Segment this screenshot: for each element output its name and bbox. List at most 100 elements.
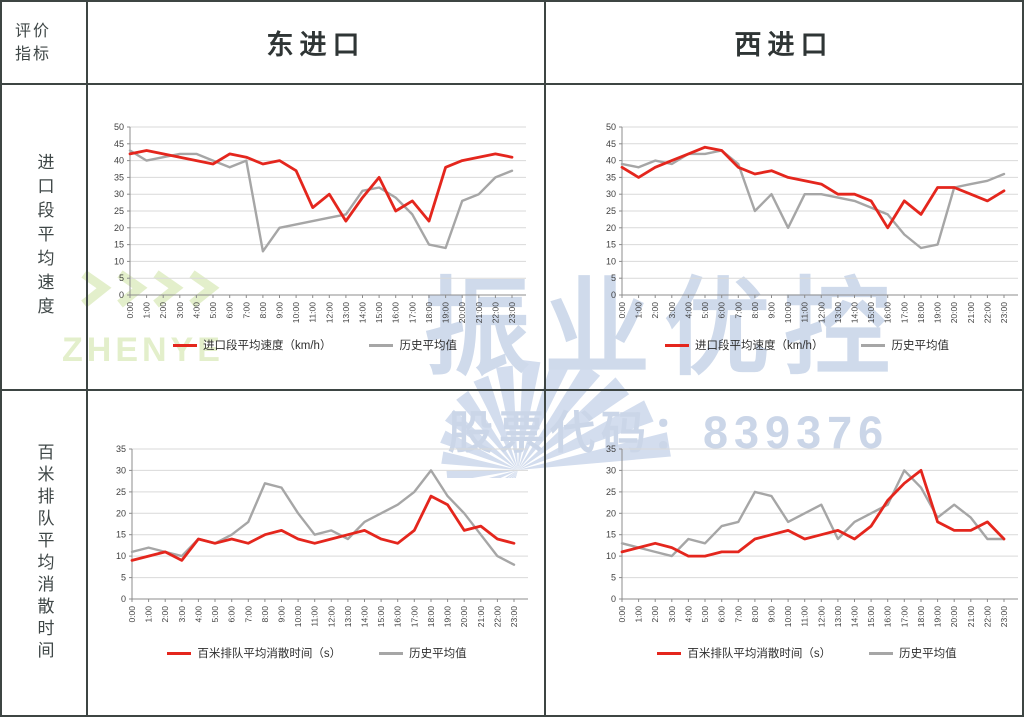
column-header-west: 西进口 (546, 2, 1022, 85)
svg-text:21:00: 21:00 (476, 606, 486, 628)
svg-text:10: 10 (606, 551, 616, 561)
svg-text:25: 25 (114, 206, 124, 216)
svg-text:5: 5 (611, 273, 616, 283)
svg-text:45: 45 (114, 139, 124, 149)
svg-text:35: 35 (116, 444, 126, 454)
svg-text:30: 30 (606, 465, 616, 475)
legend-west-speed: 进口段平均速度（km/h） 历史平均值 (592, 337, 1022, 353)
legend-swatch (657, 651, 682, 655)
svg-text:40: 40 (114, 156, 124, 166)
legend-item: 历史平均值 (869, 645, 957, 661)
svg-text:15: 15 (606, 240, 616, 250)
svg-text:25: 25 (606, 206, 616, 216)
svg-text:14:00: 14:00 (360, 606, 370, 628)
svg-text:12:00: 12:00 (816, 606, 826, 628)
svg-text:5: 5 (611, 573, 616, 583)
svg-text:11:00: 11:00 (800, 606, 810, 627)
svg-text:22:00: 22:00 (982, 302, 992, 324)
svg-text:16:00: 16:00 (883, 606, 893, 628)
svg-text:20: 20 (114, 223, 124, 233)
svg-text:13:00: 13:00 (833, 606, 843, 628)
svg-text:13:00: 13:00 (341, 302, 351, 324)
legend-east-speed: 进口段平均速度（km/h） 历史平均值 (100, 337, 530, 353)
svg-text:6:00: 6:00 (717, 302, 727, 319)
svg-text:7:00: 7:00 (733, 606, 743, 623)
legend-swatch (167, 651, 192, 655)
svg-text:16:00: 16:00 (393, 606, 403, 628)
svg-text:10:00: 10:00 (783, 606, 793, 628)
svg-text:17:00: 17:00 (409, 606, 419, 628)
svg-text:0:00: 0:00 (617, 302, 627, 319)
svg-text:1:00: 1:00 (634, 302, 644, 319)
svg-text:15: 15 (116, 530, 126, 540)
legend-swatch (861, 343, 886, 347)
series-line (128, 149, 514, 253)
svg-text:30: 30 (606, 189, 616, 199)
svg-text:4:00: 4:00 (683, 302, 693, 319)
svg-text:5: 5 (119, 273, 124, 283)
column-header-west-label: 西进口 (734, 30, 834, 60)
row-header-queue: 百米排队平均消散时间 (2, 391, 88, 715)
svg-text:40: 40 (606, 156, 616, 166)
svg-text:22:00: 22:00 (982, 606, 992, 628)
svg-text:5:00: 5:00 (700, 606, 710, 623)
legend-label: 百米排队平均消散时间（s） (687, 648, 832, 660)
svg-text:10:00: 10:00 (783, 302, 793, 324)
svg-text:22:00: 22:00 (492, 606, 502, 628)
legend-item: 百米排队平均消散时间（s） (657, 645, 831, 661)
svg-text:3:00: 3:00 (177, 606, 187, 623)
svg-text:12:00: 12:00 (324, 302, 334, 324)
svg-text:3:00: 3:00 (667, 302, 677, 319)
legend-swatch (869, 651, 894, 655)
svg-text:15:00: 15:00 (376, 606, 386, 628)
svg-text:1:00: 1:00 (142, 302, 152, 319)
column-header-east: 东进口 (88, 2, 546, 85)
legend-item: 历史平均值 (369, 337, 457, 353)
svg-text:6:00: 6:00 (717, 606, 727, 623)
svg-text:9:00: 9:00 (767, 606, 777, 623)
legend-item: 百米排队平均消散时间（s） (167, 645, 341, 661)
svg-text:0: 0 (611, 290, 616, 300)
svg-text:5:00: 5:00 (208, 302, 218, 319)
svg-text:9:00: 9:00 (277, 606, 287, 623)
legend-east-queue: 百米排队平均消散时间（s） 历史平均值 (102, 645, 532, 661)
svg-text:21:00: 21:00 (966, 606, 976, 628)
legend-item: 历史平均值 (379, 645, 467, 661)
row-header-queue-label: 百米排队平均消散时间 (34, 443, 54, 663)
svg-text:10: 10 (114, 256, 124, 266)
svg-text:1:00: 1:00 (144, 606, 154, 623)
legend-swatch (379, 651, 404, 655)
svg-text:19:00: 19:00 (443, 606, 453, 628)
corner-header-text: 评价指标 (15, 22, 52, 63)
svg-text:18:00: 18:00 (916, 606, 926, 628)
svg-text:0:00: 0:00 (127, 606, 137, 623)
svg-text:15: 15 (114, 240, 124, 250)
svg-text:18:00: 18:00 (426, 606, 436, 628)
series-line (620, 469, 1006, 558)
svg-text:4:00: 4:00 (193, 606, 203, 623)
svg-text:10:00: 10:00 (291, 302, 301, 324)
svg-text:45: 45 (606, 139, 616, 149)
svg-text:17:00: 17:00 (407, 302, 417, 324)
svg-text:13:00: 13:00 (833, 302, 843, 324)
chart-cell-west-queue: 0 5 10 15 20 25 30 35 0:00 1:00 2:00 3:00 4:00 5:00 6:… (546, 391, 1022, 715)
svg-text:15:00: 15:00 (866, 302, 876, 324)
svg-text:11:00: 11:00 (308, 302, 318, 323)
svg-text:3:00: 3:00 (175, 302, 185, 319)
row-header-speed-label: 进口段平均速度 (34, 153, 54, 321)
legend-label: 历史平均值 (409, 648, 467, 660)
series-line (620, 145, 1006, 230)
svg-text:9:00: 9:00 (767, 302, 777, 319)
svg-text:17:00: 17:00 (899, 606, 909, 628)
svg-text:11:00: 11:00 (800, 302, 810, 323)
column-header-east-label: 东进口 (266, 30, 366, 60)
svg-text:0:00: 0:00 (617, 606, 627, 623)
svg-text:23:00: 23:00 (507, 302, 517, 324)
legend-swatch (665, 343, 690, 347)
svg-text:11:00: 11:00 (310, 606, 320, 627)
svg-text:16:00: 16:00 (883, 302, 893, 324)
svg-text:14:00: 14:00 (358, 302, 368, 324)
svg-text:15: 15 (606, 530, 616, 540)
